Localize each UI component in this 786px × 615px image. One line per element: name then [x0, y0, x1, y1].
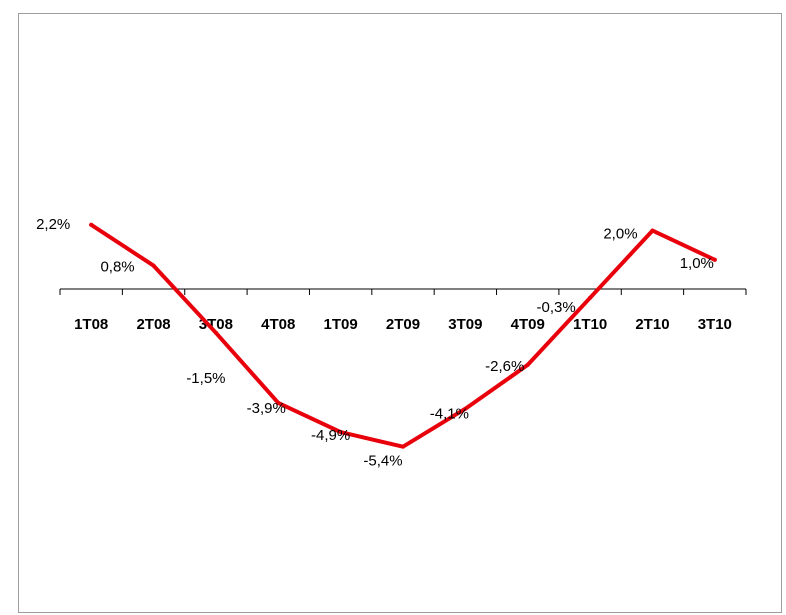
x-tick-label: 3T09 [448, 316, 482, 333]
data-point [213, 330, 218, 335]
data-point [463, 406, 468, 411]
data-label: -0,3% [536, 299, 575, 316]
data-label: -4,1% [430, 406, 469, 423]
data-label: -2,6% [485, 358, 524, 375]
x-tick-label: 2T10 [635, 316, 669, 333]
data-label: -4,9% [311, 427, 350, 444]
x-tick-label: 4T08 [261, 316, 295, 333]
data-point [151, 263, 156, 268]
data-point [276, 400, 281, 405]
data-point [650, 228, 655, 233]
x-tick-label: 3T08 [199, 316, 233, 333]
x-tick-label: 1T09 [324, 316, 358, 333]
data-point [338, 430, 343, 435]
x-tick-label: 2T08 [136, 316, 170, 333]
data-label: 0,8% [100, 259, 134, 276]
x-tick-label: 4T09 [511, 316, 545, 333]
data-point [401, 444, 405, 449]
series-line [89, 222, 717, 449]
x-tick-label: 2T09 [386, 316, 420, 333]
x-tick-label: 1T10 [573, 316, 607, 333]
data-point [588, 295, 593, 300]
chart-frame [18, 13, 782, 613]
data-label: -5,4% [363, 453, 402, 470]
data-point [712, 257, 717, 262]
data-label: 2,2% [36, 216, 70, 233]
data-label: 2,0% [603, 226, 637, 243]
data-label: 1,0% [680, 255, 714, 272]
data-label: -3,9% [247, 400, 286, 417]
x-tick-label: 3T10 [698, 316, 732, 333]
x-tick-label: 1T08 [74, 316, 108, 333]
data-point [89, 222, 94, 227]
data-point [525, 362, 530, 367]
data-label: -1,5% [186, 370, 225, 387]
